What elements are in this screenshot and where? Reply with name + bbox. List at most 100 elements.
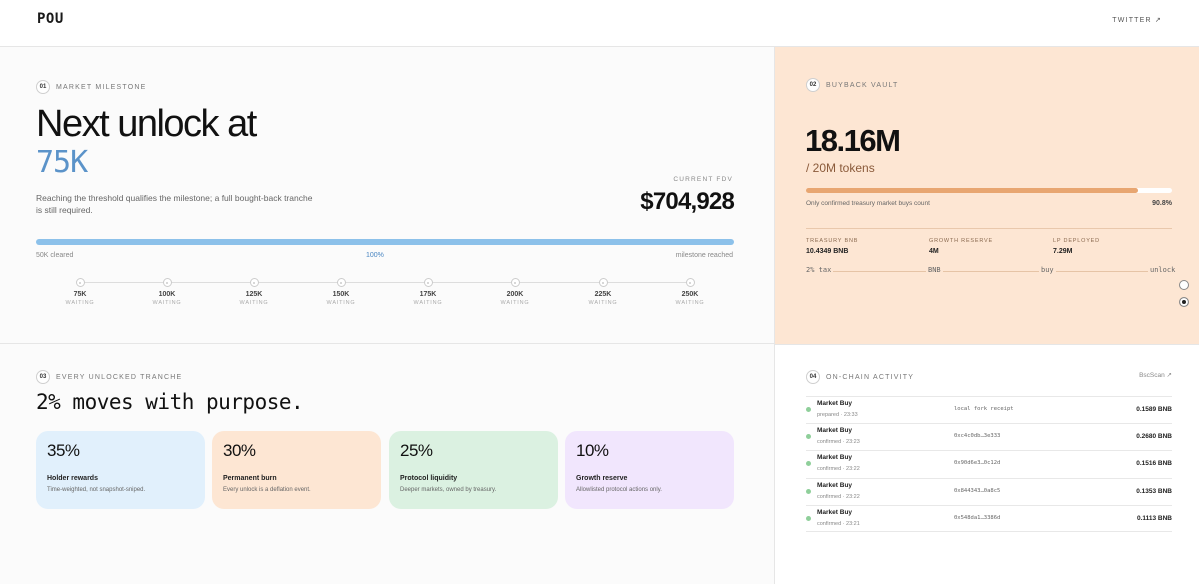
milestone-dot <box>249 278 259 287</box>
section-header: 04 ON-CHAIN ACTIVITY <box>806 370 914 384</box>
permanent-burn-card: 30% Permanent burn Every unlock is a defla… <box>212 431 381 509</box>
carousel-dot-active[interactable] <box>1179 297 1189 307</box>
vault-progress-fill <box>806 188 1139 193</box>
section-title: BUYBACK VAULT <box>826 81 899 89</box>
activity-row[interactable]: Market Buy confirmed · 23:22 0x844343…0a8c… <box>806 477 1172 505</box>
tx-amount: 0.1353 BNB <box>1136 487 1172 495</box>
stat-label: LP DEPLOYED <box>1053 238 1100 244</box>
milestone-status: WAITING <box>65 300 95 306</box>
tx-hash[interactable]: 0x548da1…3386d <box>954 514 1001 521</box>
flow-diagram: 2% tax BNB buy unlock <box>804 266 1178 278</box>
carousel-dot[interactable] <box>1179 280 1189 290</box>
milestone-step: 100K WAITING <box>137 278 197 306</box>
activity-row[interactable]: Market Buy confirmed · 23:23 0xc4c0db…3e33… <box>806 423 1172 450</box>
milestone-dot <box>685 278 695 287</box>
flow-step: BNB <box>926 266 943 274</box>
holder-rewards-card: 35% Holder rewards Time-weighted, not snap… <box>36 431 205 509</box>
tx-name: Market Buy <box>817 508 853 516</box>
milestone-value: 150K <box>332 291 350 298</box>
milestone-step: 125K WAITING <box>224 278 284 306</box>
milestone-dot <box>75 278 85 287</box>
section-title: ON-CHAIN ACTIVITY <box>826 373 915 381</box>
tx-name: Market Buy <box>817 427 853 435</box>
stat-value: 7.29M <box>1053 248 1073 255</box>
section-number: 02 <box>806 78 820 92</box>
status-dot <box>806 407 811 412</box>
section-number: 03 <box>36 370 50 384</box>
fdv-value: $704,928 <box>640 188 735 215</box>
vault-amount: 18.16M <box>805 123 901 158</box>
milestone-value: 125K <box>245 291 263 298</box>
tx-hash[interactable]: 0xc4c0db…3e333 <box>954 433 1001 440</box>
stat-label: GROWTH RESERVE <box>929 238 993 244</box>
milestone-progress-bar <box>36 239 734 245</box>
card-percent: 10% <box>576 441 609 460</box>
tx-name: Market Buy <box>817 454 853 462</box>
section-number: 04 <box>806 370 820 384</box>
bscscan-link[interactable]: BscScan ↗ <box>1139 372 1172 379</box>
flow-step: 2% tax <box>804 266 834 274</box>
milestone-value: 225K <box>594 291 612 298</box>
card-title: Growth reserve <box>576 475 628 482</box>
card-percent: 30% <box>223 441 256 460</box>
milestone-status: WAITING <box>500 300 530 306</box>
card-description: Every unlock is a deflation event. <box>223 487 311 493</box>
tx-hash[interactable]: 0x844343…0a8c5 <box>954 487 1001 494</box>
tx-name: Market Buy <box>817 400 853 407</box>
vault-percent: 90.8% <box>1152 200 1172 207</box>
stat-value: 10.4349 BNB <box>806 248 849 255</box>
stat-label: TREASURY BNB <box>806 238 859 244</box>
tx-hash[interactable]: 0x90d6e3…0c12d <box>954 460 1001 467</box>
section-header: 02 BUYBACK VAULT <box>806 78 899 92</box>
status-dot <box>806 515 811 521</box>
twitter-link[interactable]: TWITTER ↗ <box>1112 17 1162 24</box>
progress-percent: 100% <box>366 252 384 259</box>
vault-progress-bar <box>806 188 1172 193</box>
milestone-step: 75K WAITING <box>50 278 110 306</box>
card-description: Time-weighted, not snapshot-sniped. <box>47 487 146 493</box>
buyback-vault-panel: 02 BUYBACK VAULT 18.16M / 20M tokens Onl… <box>775 47 1199 344</box>
activity-panel: 04 ON-CHAIN ACTIVITY BscScan ↗ Market Bu… <box>775 344 1199 584</box>
status-dot <box>806 434 811 440</box>
market-milestone-panel: 01 MARKET MILESTONE Next unlock at 75K R… <box>0 47 775 344</box>
tx-amount: 0.1516 BNB <box>1136 460 1172 468</box>
top-bar: POU TWITTER ↗ <box>0 0 1199 47</box>
activity-row[interactable]: Market Buy prepared · 23:33 local fork rec… <box>806 396 1172 423</box>
tx-hash[interactable]: local fork receipt <box>954 406 1014 412</box>
tx-meta: confirmed · 23:22 <box>817 493 860 500</box>
milestone-value: 100K <box>158 291 176 298</box>
card-title: Holder rewards <box>47 475 98 482</box>
activity-row[interactable]: Market Buy confirmed · 23:21 0x548da1…3386… <box>806 504 1172 532</box>
milestone-value: 175K <box>419 291 437 298</box>
card-percent: 35% <box>47 441 80 460</box>
divider <box>806 228 1172 229</box>
progress-right-label: milestone reached <box>675 252 733 259</box>
card-description: Allowlisted protocol actions only. <box>576 487 662 493</box>
milestone-status: WAITING <box>239 300 269 306</box>
card-description: Deeper markets, owned by treasury. <box>400 487 497 493</box>
section-header: 03 EVERY UNLOCKED TRANCHE <box>36 370 182 384</box>
tx-meta: prepared · 23:33 <box>817 412 858 418</box>
growth-reserve-card: 10% Growth reserve Allowlisted protocol ac… <box>565 431 734 509</box>
activity-row[interactable]: Market Buy confirmed · 23:22 0x90d6e3…0c12… <box>806 450 1172 477</box>
tx-amount: 0.2680 BNB <box>1136 433 1172 441</box>
stat-lp-deployed: LP DEPLOYED 7.29M <box>1053 238 1100 255</box>
section-header: 01 MARKET MILESTONE <box>36 80 147 94</box>
vault-note: Only confirmed treasury market buys coun… <box>806 200 930 207</box>
stat-growth-reserve: GROWTH RESERVE 4M <box>929 238 993 255</box>
logo[interactable]: POU <box>37 11 64 27</box>
milestone-dot <box>510 278 520 287</box>
milestone-status: WAITING <box>675 300 705 306</box>
activity-list: Market Buy prepared · 23:33 local fork rec… <box>806 396 1172 532</box>
tx-amount: 0.1113 BNB <box>1136 514 1172 522</box>
milestone-status: WAITING <box>152 300 182 306</box>
unlock-heading: Next unlock at <box>36 103 257 145</box>
milestone-status: WAITING <box>588 300 618 306</box>
tx-meta: confirmed · 23:23 <box>817 439 860 446</box>
milestone-step: 250K WAITING <box>660 278 720 306</box>
status-dot <box>806 461 811 467</box>
stat-value: 4M <box>929 248 939 255</box>
flow-line <box>806 271 1172 272</box>
tranche-heading: 2% moves with purpose. <box>36 390 304 414</box>
section-number: 01 <box>36 80 50 94</box>
